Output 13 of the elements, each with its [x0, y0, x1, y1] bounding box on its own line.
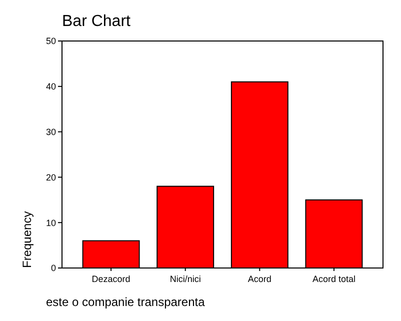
x-tick-label: Acord [248, 274, 272, 284]
y-tick-label: 0 [50, 263, 56, 274]
y-tick-label: 20 [46, 172, 56, 182]
y-tick-label: 40 [46, 82, 56, 92]
y-axis-title: Frequency [20, 211, 34, 268]
x-tick-label: Acord total [312, 274, 356, 284]
x-axis-title: este o companie transparenta [46, 295, 206, 309]
x-tick-label: Dezacord [92, 274, 130, 284]
y-tick-label: 10 [46, 218, 56, 228]
chart-title: Bar Chart [62, 13, 132, 30]
x-tick-label: Nici/nici [170, 274, 201, 284]
y-tick-label: 50 [46, 36, 56, 46]
y-tick-label: 30 [46, 126, 56, 137]
